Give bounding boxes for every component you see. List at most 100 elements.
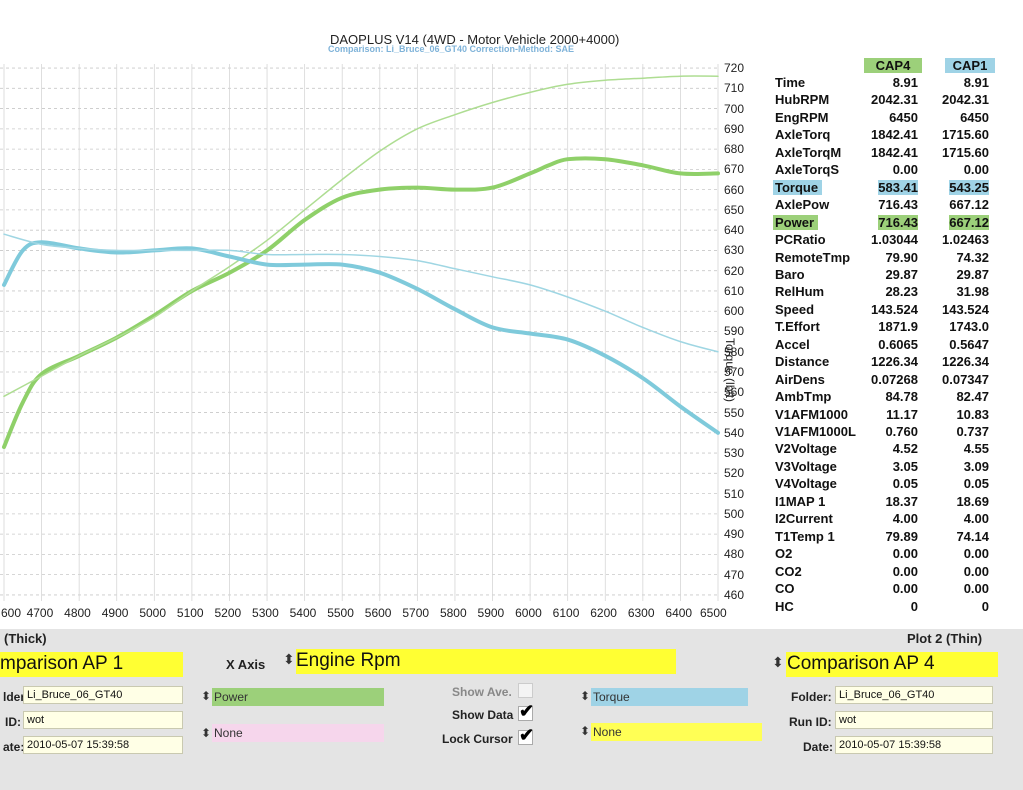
table-row: CO 0.00 0.00: [772, 580, 995, 597]
table-cell-name: Speed: [775, 301, 815, 317]
table-cell-cap4: 0.6065: [878, 336, 918, 352]
plot1-runid-field[interactable]: wot: [23, 711, 183, 729]
table-row: Torque 583.41 543.25: [772, 179, 995, 196]
dyno-chart[interactable]: [0, 0, 772, 628]
table-cell-cap4: 0.00: [892, 581, 918, 597]
table-cell-cap1: 3.09: [963, 458, 989, 474]
plot2-series1-select[interactable]: Torque: [591, 688, 748, 706]
table-cell-name: HC: [775, 598, 794, 614]
table-row: Time 8.91 8.91: [772, 74, 995, 91]
plot2-date-label: Date:: [803, 740, 834, 754]
plot1-series1-select[interactable]: Power: [212, 688, 384, 706]
plot1-folder-field[interactable]: Li_Bruce_06_GT40: [23, 686, 183, 704]
table-row: CO2 0.00 0.00: [772, 563, 995, 580]
y-tick-label: 520: [724, 466, 745, 481]
table-cell-cap1: 1.02463: [942, 232, 989, 248]
y-tick-label: 540: [724, 425, 745, 440]
y-tick-label: 530: [724, 446, 745, 461]
plot2-runid-label: Run ID:: [789, 715, 832, 729]
table-cell-name: RemoteTmp: [775, 249, 851, 265]
table-cell-cap4: 2042.31: [871, 92, 918, 108]
table-cell-name: HubRPM: [775, 92, 830, 108]
table-cell-cap4: 6450: [889, 109, 918, 125]
table-cell-cap1: 0.5647: [949, 336, 989, 352]
table-row: AxlePow 716.43 667.12: [772, 196, 995, 213]
series2-spinner-icon[interactable]: ⬍: [201, 726, 212, 740]
table-row: V2Voltage 4.52 4.55: [772, 440, 995, 457]
plot1-date-field[interactable]: 2010-05-07 15:39:58: [23, 736, 183, 754]
table-cell-cap1: 4.55: [963, 441, 989, 457]
x-tick-label: 600: [1, 606, 22, 620]
plot1-title: (Thick): [4, 631, 47, 646]
table-row: V1AFM1000 11.17 10.83: [772, 406, 995, 423]
show-data-checkbox[interactable]: ✔: [518, 701, 534, 721]
table-cell-cap1: 10.83: [956, 406, 989, 422]
plot1-name-field[interactable]: mparison AP 1: [0, 652, 183, 677]
table-row: HubRPM 2042.31 2042.31: [772, 91, 995, 108]
chart-curves: [2, 75, 720, 449]
x-axis-label: X Axis: [226, 657, 266, 672]
y-tick-label: 690: [724, 121, 745, 136]
table-cell-cap4: 0.00: [892, 546, 918, 562]
series1-spinner-icon[interactable]: ⬍: [201, 689, 212, 703]
y-tick-label: 670: [724, 162, 745, 177]
series3-spinner-icon[interactable]: ⬍: [580, 689, 591, 703]
series-line-0: [2, 156, 720, 449]
table-cell-cap1: 0.00: [963, 546, 989, 562]
table-cell-name: I1MAP 1: [775, 493, 826, 509]
table-cell-name: RelHum: [775, 284, 825, 300]
table-row: Baro 29.87 29.87: [772, 266, 995, 283]
table-cell-cap1: 0.00: [963, 581, 989, 597]
table-cell-name: Time: [775, 75, 806, 90]
table-cell-cap1: 2042.31: [942, 92, 989, 108]
x-tick-label: 6200: [590, 606, 617, 620]
y-tick-label: 640: [724, 223, 745, 238]
y-tick-label: 680: [724, 142, 745, 157]
plot1-series2-select[interactable]: None: [212, 724, 384, 742]
table-row: AxleTorqS 0.00 0.00: [772, 161, 995, 178]
table-cell-name: Baro: [775, 266, 805, 282]
series-line-1: [3, 75, 719, 398]
series4-spinner-icon[interactable]: ⬍: [580, 724, 591, 738]
table-cell-cap1: 18.69: [956, 493, 989, 509]
y-tick-label: 630: [724, 243, 745, 258]
plot2-date-field[interactable]: 2010-05-07 15:39:58: [835, 736, 993, 754]
table-cell-cap4: 1226.34: [871, 354, 918, 370]
table-row: T.Effort 1871.9 1743.0: [772, 318, 995, 335]
x-axis-spinner-icon[interactable]: ⬍: [283, 651, 295, 667]
table-cell-cap4: 716.43: [878, 197, 918, 213]
x-tick-label: 5800: [439, 606, 467, 620]
table-cell-name: PCRatio: [775, 232, 826, 248]
table-cell-name: AxleTorqM: [775, 144, 842, 160]
y-tick-label: 590: [724, 324, 745, 339]
table-cell-cap4: 4.00: [892, 511, 918, 527]
table-cell-name: Distance: [775, 354, 830, 370]
y-tick-label: 580: [724, 344, 745, 359]
table-row: AirDens 0.07268 0.07347: [772, 371, 995, 388]
table-cell-cap4: 1871.9: [878, 319, 918, 335]
table-cell-name: T.Effort: [775, 319, 820, 335]
show-ave-checkbox[interactable]: [518, 683, 533, 698]
table-cell-cap1: 1743.0: [949, 319, 989, 335]
lock-cursor-checkbox[interactable]: ✔: [518, 725, 534, 745]
table-cell-cap1: 1715.60: [942, 127, 989, 143]
plot2-folder-field[interactable]: Li_Bruce_06_GT40: [835, 686, 993, 704]
table-row: EngRPM 6450 6450: [772, 109, 995, 126]
table-row: V4Voltage 0.05 0.05: [772, 475, 995, 492]
y-tick-label: 650: [724, 202, 745, 217]
lock-cursor-label: Lock Cursor: [442, 732, 513, 746]
table-cell-name: T1Temp 1: [775, 528, 835, 544]
plot2-runid-field[interactable]: wot: [835, 711, 993, 729]
table-cell-name: AirDens: [775, 371, 825, 387]
y-tick-label: 480: [724, 547, 745, 562]
plot2-name-field[interactable]: Comparison AP 4: [786, 652, 998, 677]
y-tick-label: 500: [724, 506, 745, 521]
plot2-spinner-icon[interactable]: ⬍: [772, 654, 784, 670]
x-axis-select[interactable]: Engine Rpm: [296, 649, 676, 674]
table-row: PCRatio 1.03044 1.02463: [772, 231, 995, 248]
table-cell-cap1: 1226.34: [942, 354, 989, 370]
plot2-series2-select[interactable]: None: [591, 723, 762, 741]
table-header-cap1: CAP1: [945, 58, 995, 73]
table-cell-cap1: 4.00: [963, 511, 989, 527]
table-cell-name: AxleTorq: [775, 127, 831, 143]
